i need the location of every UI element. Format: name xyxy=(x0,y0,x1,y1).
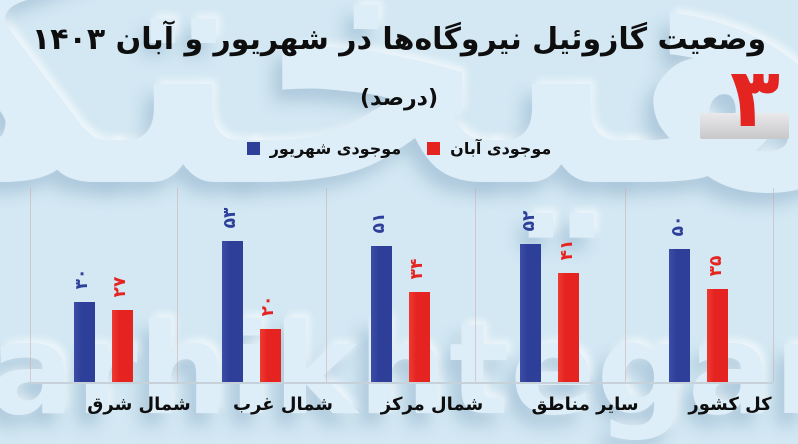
chart-subtitle: (درصد) xyxy=(359,86,439,111)
legend-label-aban: موجودی آبان xyxy=(450,139,552,158)
category-label: شمال مرکز xyxy=(380,394,484,415)
bar-value-label: ۲۷ xyxy=(110,276,130,298)
chart-legend: موجودی شهریور موجودی آبان xyxy=(0,139,798,158)
category-label: سایر مناطق xyxy=(531,394,639,415)
bar-aban xyxy=(259,329,281,382)
category-label: شمال غرب xyxy=(233,394,333,415)
grid-line xyxy=(625,188,626,382)
bar-value-label: ۳۰ xyxy=(72,268,92,290)
bar-shahrivar xyxy=(669,249,690,382)
page-number: ۳ xyxy=(729,51,780,146)
legend-label-shahrivar: موجودی شهریور xyxy=(269,139,402,158)
legend-swatch-aban xyxy=(427,142,441,155)
bar-value-label: ۵۰ xyxy=(667,215,688,237)
grid-line xyxy=(30,188,31,382)
bar-value-label: ۲۰ xyxy=(258,295,278,317)
chart-title: وضعیت گازوئیل نیروگاه‌ها در شهریور و آبا… xyxy=(31,22,767,57)
bar-value-label: ۳۴ xyxy=(407,258,427,280)
legend-swatch-shahrivar xyxy=(246,142,260,155)
grid-line xyxy=(475,188,476,382)
grid-line xyxy=(177,188,178,382)
page-number-underline xyxy=(700,113,789,139)
bar-shahrivar xyxy=(73,302,95,382)
bar-shahrivar xyxy=(221,241,243,382)
bar-aban xyxy=(707,289,728,382)
bar-shahrivar xyxy=(370,246,392,382)
bar-value-label: ۵۳ xyxy=(220,207,240,229)
bar-aban xyxy=(111,310,133,382)
grid-line xyxy=(326,188,327,382)
category-label: کل کشور xyxy=(688,394,772,415)
bar-value-label: ۵۲ xyxy=(518,210,539,232)
bar-shahrivar xyxy=(520,244,541,382)
bar-aban xyxy=(558,273,579,382)
bar-value-label: ۳۵ xyxy=(705,255,726,277)
bar-value-label: ۵۱ xyxy=(369,212,389,234)
grid-line xyxy=(773,188,774,382)
bar-aban xyxy=(408,292,430,382)
axis-baseline xyxy=(30,382,773,384)
bar-value-label: ۴۱ xyxy=(556,239,577,261)
category-label: شمال شرق xyxy=(87,394,191,415)
